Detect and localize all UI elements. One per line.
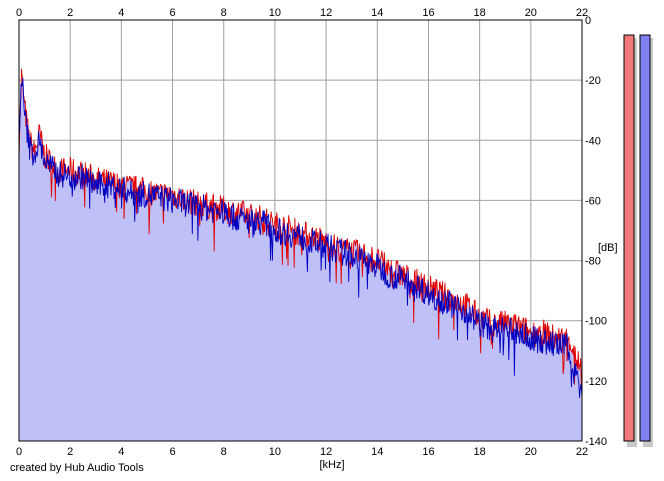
x-tick-label-top: 10 xyxy=(269,7,281,19)
x-tick-label-bottom: 8 xyxy=(221,446,227,458)
y-tick-label: -60 xyxy=(585,195,601,207)
y-tick-label: -80 xyxy=(585,256,601,268)
series-layer xyxy=(18,68,583,442)
y-tick-label: -140 xyxy=(585,436,607,448)
footer-credit: created by Hub Audio Tools xyxy=(10,462,144,474)
x-tick-label-bottom: 2 xyxy=(67,446,73,458)
x-tick-label-bottom: 16 xyxy=(422,446,434,458)
x-tick-label-top: 18 xyxy=(474,7,486,19)
x-tick-label-bottom: 14 xyxy=(371,446,383,458)
x-tick-label-bottom: 22 xyxy=(576,446,588,458)
x-tick-label-top: 4 xyxy=(118,7,124,19)
level-meters xyxy=(623,34,653,448)
x-tick-label-bottom: 6 xyxy=(169,446,175,458)
x-tick-label-top: 2 xyxy=(67,7,73,19)
y-axis-label: [dB] xyxy=(598,242,618,254)
x-tick-label-top: 0 xyxy=(16,7,22,19)
y-tick-label: -120 xyxy=(585,376,607,388)
y-tick-label: -100 xyxy=(585,316,607,328)
x-tick-label-bottom: 0 xyxy=(16,446,22,458)
x-tick-label-top: 22 xyxy=(576,7,588,19)
plot-border xyxy=(18,19,583,442)
y-tick-label: 0 xyxy=(585,15,591,27)
x-tick-label-bottom: 10 xyxy=(269,446,281,458)
x-tick-label-top: 6 xyxy=(169,7,175,19)
x-tick-label-bottom: 20 xyxy=(525,446,537,458)
level-meter-red xyxy=(623,34,635,442)
x-tick-label-bottom: 4 xyxy=(118,446,124,458)
x-tick-label-bottom: 12 xyxy=(320,446,332,458)
y-tick-label: -20 xyxy=(585,75,601,87)
x-tick-label-bottom: 18 xyxy=(474,446,486,458)
x-tick-label-top: 16 xyxy=(422,7,434,19)
y-tick-label: -40 xyxy=(585,135,601,147)
x-tick-label-top: 14 xyxy=(371,7,383,19)
x-axis-label: [kHz] xyxy=(319,459,344,471)
y-tick-labels: 0 -20 -40 -60 -80 -100 -120 -140 xyxy=(585,15,607,448)
spectrum-fill-area xyxy=(19,68,582,442)
level-meter-blue xyxy=(639,34,651,442)
x-tick-label-top: 12 xyxy=(320,7,332,19)
x-tick-label-top: 8 xyxy=(221,7,227,19)
spectrum-line-blue xyxy=(18,77,583,398)
x-tick-label-top: 20 xyxy=(525,7,537,19)
